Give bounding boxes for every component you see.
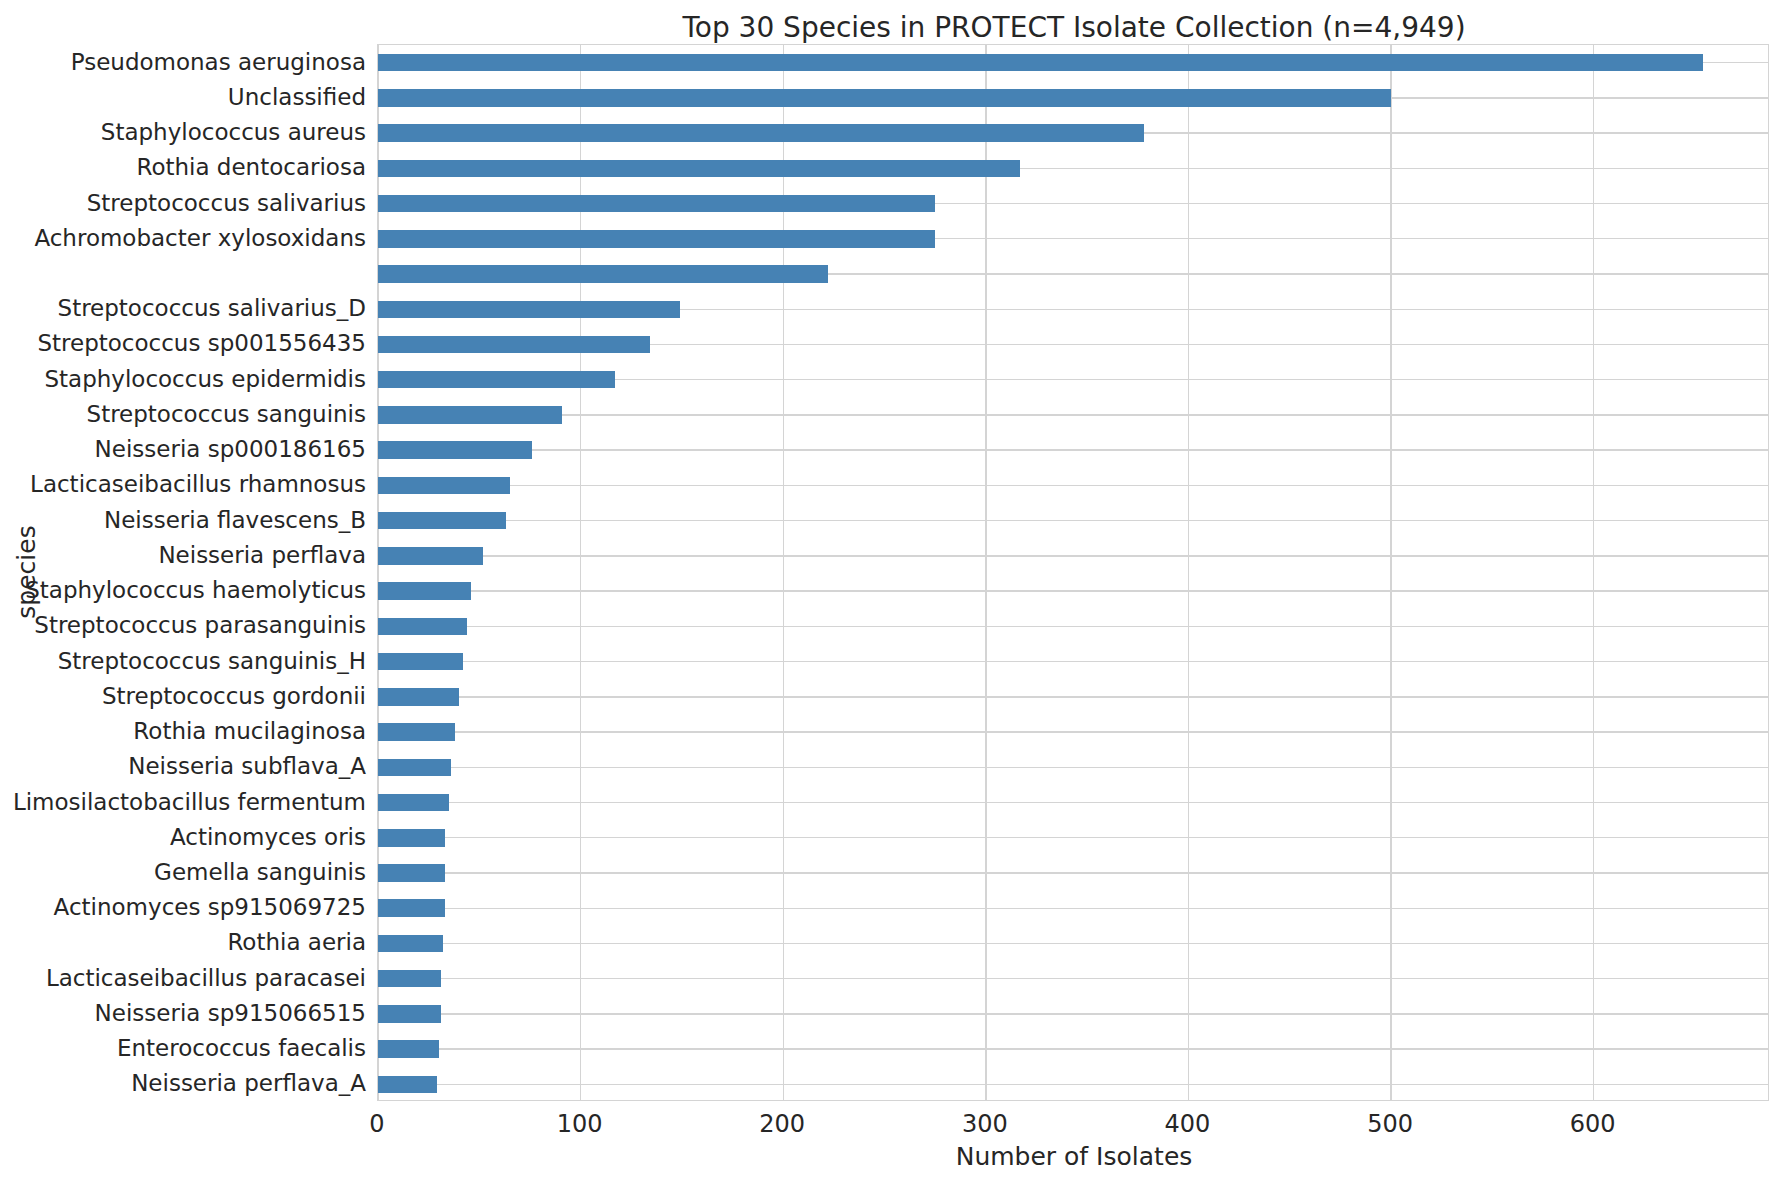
bar-neisseria-perflava-a: [378, 1076, 437, 1094]
horizontal-gridline: [378, 943, 1768, 944]
horizontal-gridline: [378, 731, 1768, 732]
bar-lacticaseibacillus-rhamnosus: [378, 477, 510, 495]
horizontal-gridline: [378, 1084, 1768, 1085]
y-tick-label: Streptococcus sanguinis: [0, 400, 366, 428]
bar-enterococcus-faecalis: [378, 1040, 439, 1058]
y-tick-label: Lacticaseibacillus paracasei: [0, 964, 366, 992]
bar-streptococcus-parasanguinis: [378, 618, 467, 636]
y-tick-label: Enterococcus faecalis: [0, 1034, 366, 1062]
bar-neisseria-flavescens-b: [378, 512, 506, 530]
y-tick-label: Lacticaseibacillus rhamnosus: [0, 470, 366, 498]
horizontal-gridline: [378, 626, 1768, 627]
y-tick-label: Streptococcus parasanguinis: [0, 611, 366, 639]
y-tick-label: Neisseria sp915066515: [0, 999, 366, 1027]
y-tick-label: Rothia dentocariosa: [0, 153, 366, 181]
y-tick-label: Neisseria perflava_A: [0, 1069, 366, 1097]
chart-title: Top 30 Species in PROTECT Isolate Collec…: [378, 12, 1770, 44]
bar-neisseria-sp915066515: [378, 1005, 441, 1023]
bar-rothia-dentocariosa: [378, 160, 1020, 178]
horizontal-gridline: [378, 485, 1768, 486]
horizontal-gridline: [378, 520, 1768, 521]
horizontal-gridline: [378, 1013, 1768, 1014]
y-tick-label: Staphylococcus epidermidis: [0, 365, 366, 393]
bar-unclassified: [378, 89, 1391, 107]
bar-chart-figure: Top 30 Species in PROTECT Isolate Collec…: [0, 0, 1783, 1180]
bar-staphylococcus-epidermidis: [378, 371, 615, 389]
x-tick-label: 500: [1330, 1110, 1450, 1138]
y-tick-label: Neisseria flavescens_B: [0, 506, 366, 534]
x-tick-label: 300: [925, 1110, 1045, 1138]
y-tick-label: Streptococcus salivarius_D: [0, 294, 366, 322]
y-tick-label: Achromobacter xylosoxidans: [0, 224, 366, 252]
y-tick-label: Neisseria sp000186165: [0, 435, 366, 463]
bar-neisseria-subflava-a: [378, 759, 451, 777]
x-tick-label: 0: [317, 1110, 437, 1138]
y-tick-label: Gemella sanguinis: [0, 858, 366, 886]
horizontal-gridline: [378, 1048, 1768, 1049]
bar-lacticaseibacillus-paracasei: [378, 970, 441, 988]
horizontal-gridline: [378, 661, 1768, 662]
y-tick-label: Unclassified: [0, 83, 366, 111]
y-tick-label: Neisseria subflava_A: [0, 752, 366, 780]
bar-gemella-sanguinis: [378, 864, 445, 882]
y-tick-label: Neisseria perflava: [0, 541, 366, 569]
y-tick-label: Rothia aeria: [0, 928, 366, 956]
bar-streptococcus-sanguinis-h: [378, 653, 463, 671]
horizontal-gridline: [378, 872, 1768, 873]
y-tick-label: Streptococcus sanguinis_H: [0, 647, 366, 675]
horizontal-gridline: [378, 837, 1768, 838]
bar-rothia-mucilaginosa: [378, 723, 455, 741]
bar-pseudomonas-aeruginosa: [378, 54, 1703, 72]
x-tick-label: 100: [520, 1110, 640, 1138]
y-axis-label: species: [12, 525, 41, 618]
horizontal-gridline: [378, 767, 1768, 768]
bar-unlabeled: [378, 265, 828, 283]
y-tick-label: Streptococcus gordonii: [0, 682, 366, 710]
y-tick-label: Streptococcus salivarius: [0, 189, 366, 217]
horizontal-gridline: [378, 978, 1768, 979]
x-axis-label: Number of Isolates: [378, 1142, 1770, 1171]
horizontal-gridline: [378, 908, 1768, 909]
bar-achromobacter-xylosoxidans: [378, 230, 935, 248]
y-tick-label: Actinomyces sp915069725: [0, 893, 366, 921]
bar-streptococcus-salivarius: [378, 195, 935, 213]
bar-staphylococcus-aureus: [378, 124, 1144, 142]
horizontal-gridline: [378, 802, 1768, 803]
bar-limosilactobacillus-fermentum: [378, 794, 449, 812]
y-tick-label: Rothia mucilaginosa: [0, 717, 366, 745]
plot-area: [377, 44, 1769, 1101]
horizontal-gridline: [378, 590, 1768, 591]
x-tick-label: 400: [1127, 1110, 1247, 1138]
horizontal-gridline: [378, 555, 1768, 556]
bar-actinomyces-oris: [378, 829, 445, 847]
bar-rothia-aeria: [378, 935, 443, 953]
y-tick-label: Actinomyces oris: [0, 823, 366, 851]
bar-neisseria-sp000186165: [378, 441, 532, 459]
y-tick-label: Pseudomonas aeruginosa: [0, 48, 366, 76]
bar-streptococcus-salivarius-d: [378, 301, 680, 319]
bar-streptococcus-gordonii: [378, 688, 459, 706]
bar-streptococcus-sp001556435: [378, 336, 650, 354]
y-tick-label: Staphylococcus haemolyticus: [0, 576, 366, 604]
horizontal-gridline: [378, 414, 1768, 415]
x-tick-label: 200: [722, 1110, 842, 1138]
horizontal-gridline: [378, 696, 1768, 697]
bar-neisseria-perflava: [378, 547, 483, 565]
x-tick-label: 600: [1533, 1110, 1653, 1138]
bar-actinomyces-sp915069725: [378, 899, 445, 917]
y-tick-label: Limosilactobacillus fermentum: [0, 788, 366, 816]
bar-staphylococcus-haemolyticus: [378, 582, 471, 600]
horizontal-gridline: [378, 449, 1768, 450]
bar-streptococcus-sanguinis: [378, 406, 562, 424]
y-tick-label: Streptococcus sp001556435: [0, 329, 366, 357]
y-tick-label: Staphylococcus aureus: [0, 118, 366, 146]
